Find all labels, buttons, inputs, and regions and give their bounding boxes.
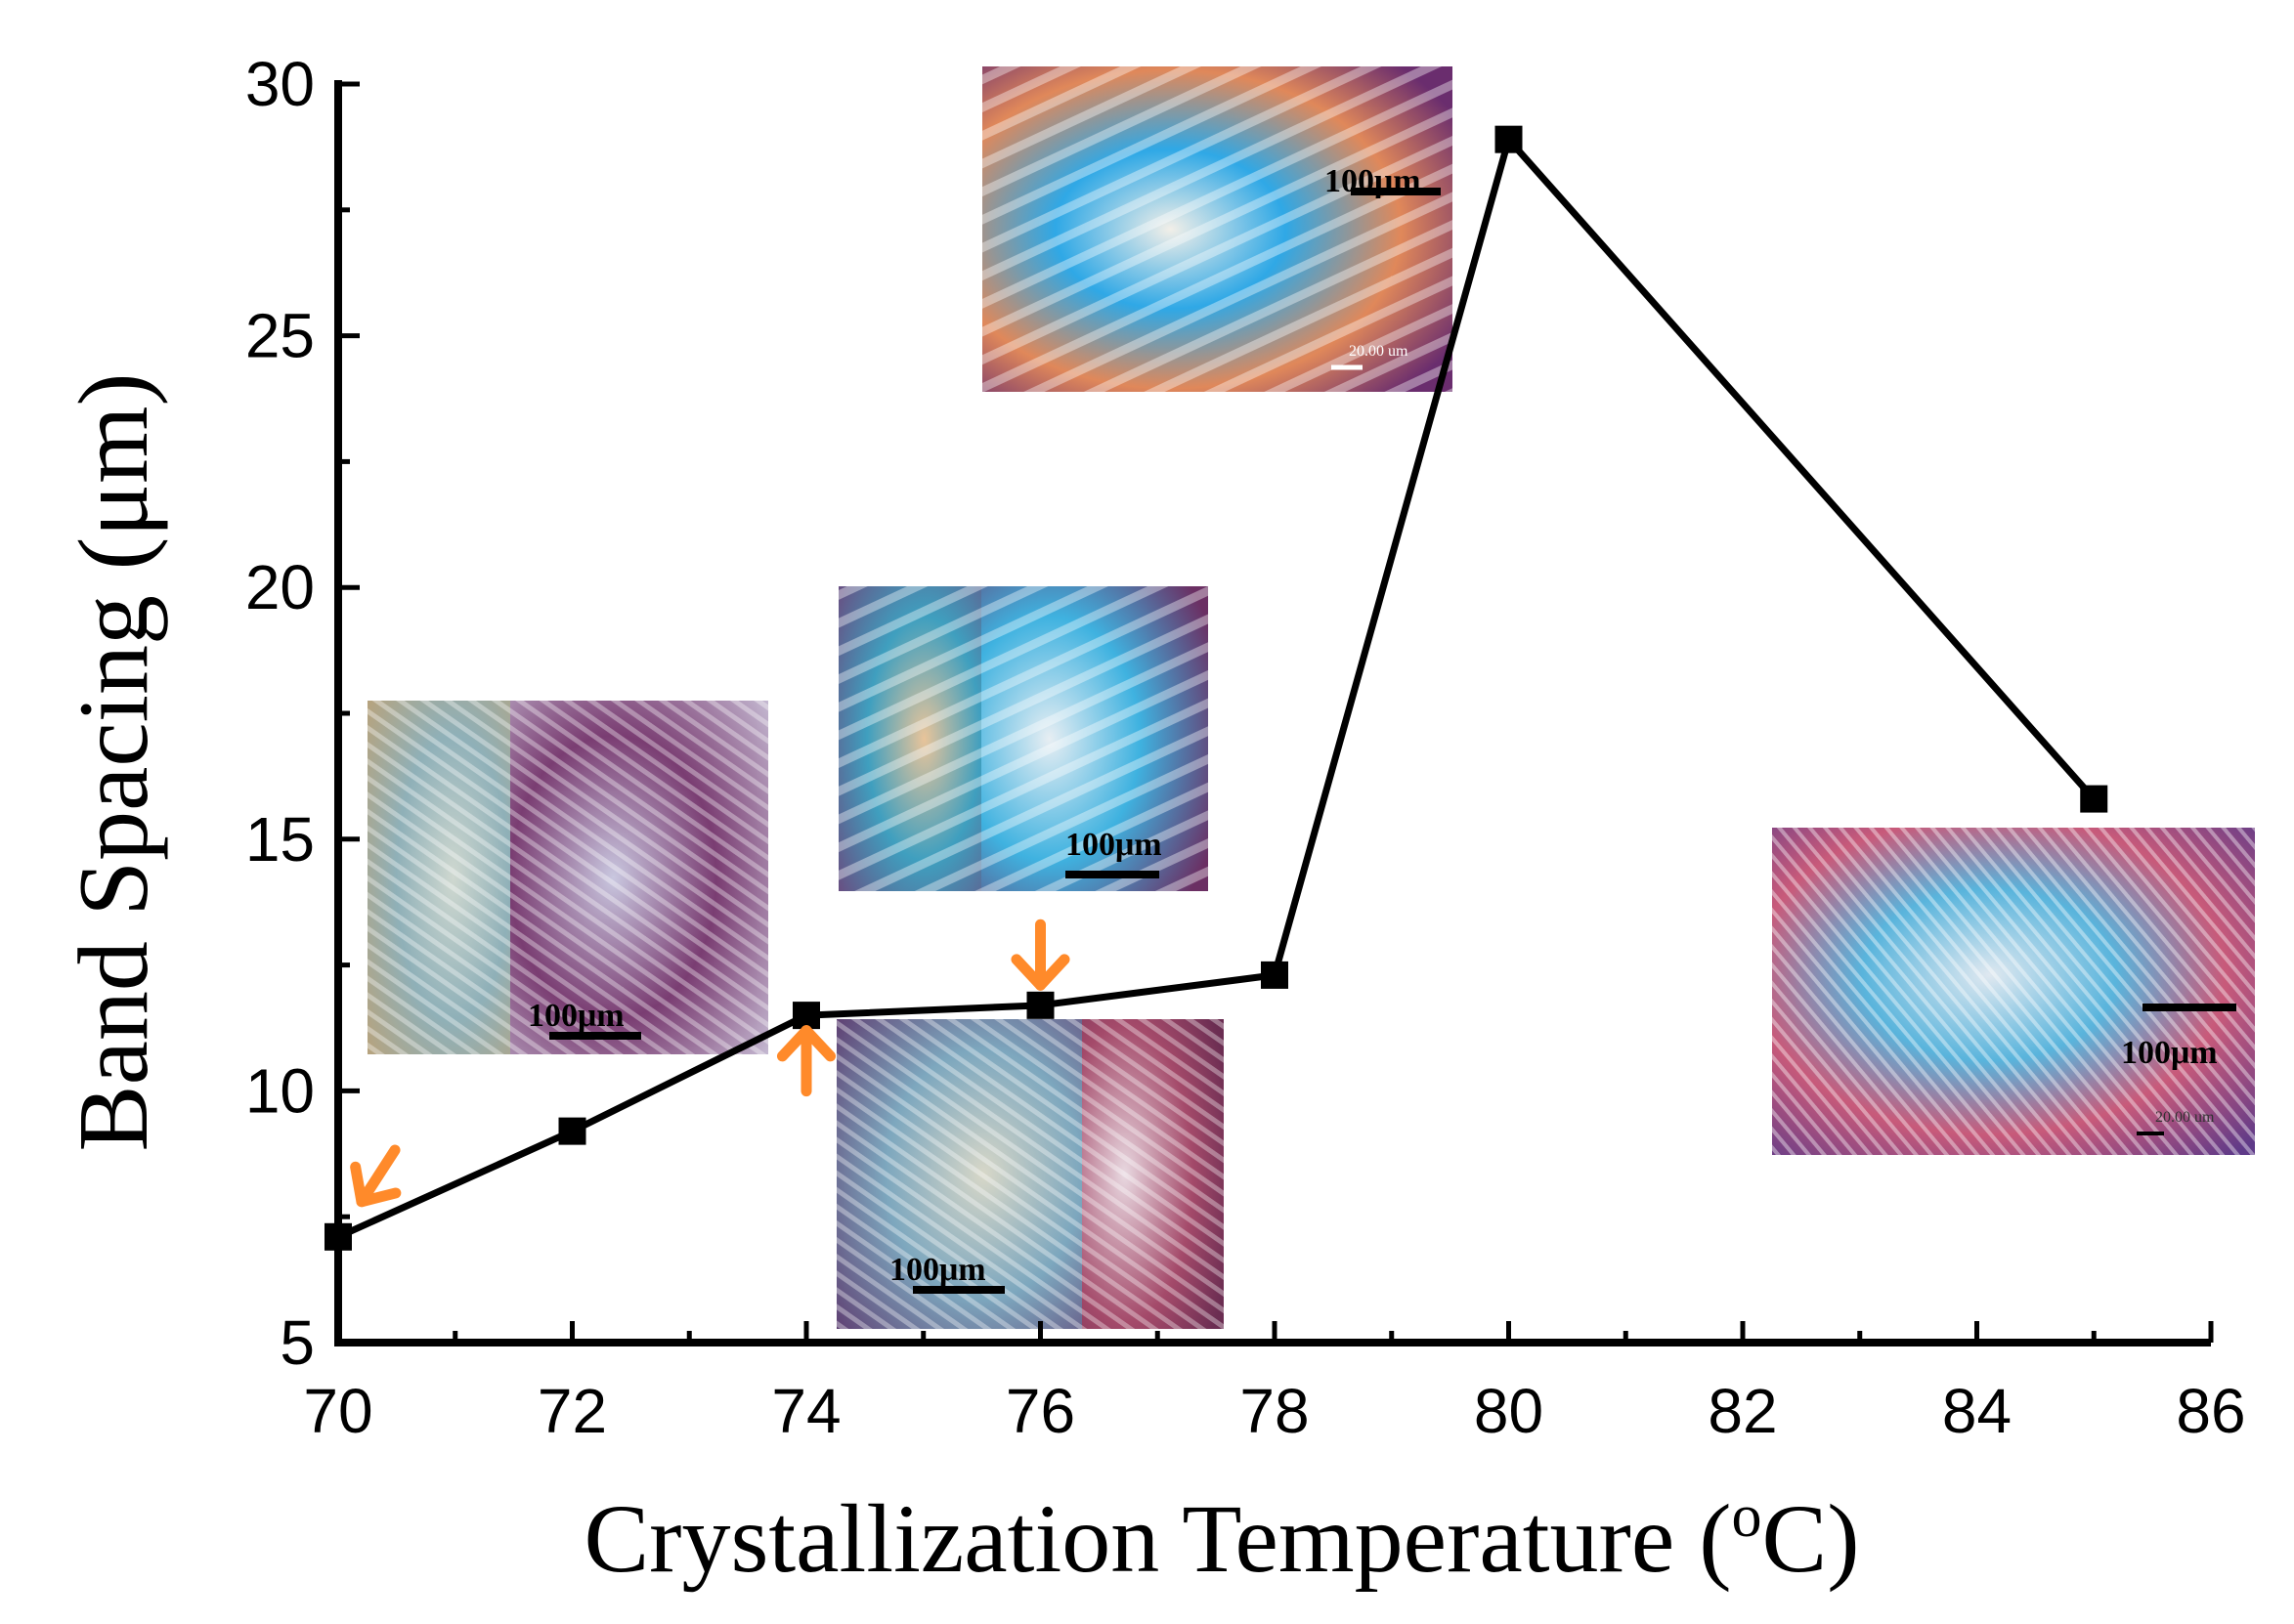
y-tick-label: 5 xyxy=(280,1307,315,1378)
inset-80-scale-label: 100μm xyxy=(1324,163,1421,199)
x-tick-label: 80 xyxy=(1474,1376,1543,1446)
axes: 70 72 74 76 78 80 82 84 86 5 10 15 20 25 30 xyxy=(245,49,2246,1446)
inset-76: 100μm xyxy=(839,586,1208,891)
inset-70-scale-label: 100μm xyxy=(528,998,625,1034)
y-tick-label: 10 xyxy=(245,1055,315,1126)
data-point-80 xyxy=(1494,125,1523,153)
inset-85-scale-label: 100μm xyxy=(2121,1035,2218,1071)
inset-85: 100μm 20.00 um xyxy=(1772,828,2255,1155)
arrow-layer xyxy=(350,919,1070,1208)
x-tick-label: 70 xyxy=(303,1376,372,1446)
y-tick-label: 30 xyxy=(245,49,315,119)
x-tick-label: 72 xyxy=(538,1376,607,1446)
annotation-arrow-2 xyxy=(776,1025,837,1097)
inset-70: 100μm xyxy=(368,701,768,1054)
x-tick-label: 76 xyxy=(1006,1376,1075,1446)
x-tick-label: 74 xyxy=(771,1376,841,1446)
inset-74: 100μm xyxy=(837,1019,1224,1329)
data-point-72 xyxy=(558,1117,586,1145)
annotation-arrow-1 xyxy=(350,1144,402,1208)
inset-76-scale-label: 100μm xyxy=(1065,827,1162,863)
x-axis-title-end: C) xyxy=(1762,1484,1860,1593)
x-axis-title-main: Crystallization Temperature ( xyxy=(584,1484,1731,1593)
x-axis-title: Crystallization Temperature (oC) xyxy=(584,1483,1859,1593)
x-tick-label: 78 xyxy=(1239,1376,1309,1446)
y-tick-label: 15 xyxy=(245,804,315,875)
x-tick-label: 84 xyxy=(1942,1376,2012,1446)
annotation-arrow-3 xyxy=(1011,919,1070,991)
inset-85-secondary-label: 20.00 um xyxy=(2155,1109,2215,1126)
y-tick-label: 20 xyxy=(245,552,315,622)
inset-74-scale-label: 100μm xyxy=(889,1252,986,1288)
y-tick-label: 25 xyxy=(245,301,315,371)
inset-80-secondary-label: 20.00 um xyxy=(1349,343,1408,360)
inset-80: 100μm 20.00 um xyxy=(982,66,1452,392)
data-point-85 xyxy=(2080,785,2108,813)
data-point-70 xyxy=(325,1222,352,1251)
data-point-78 xyxy=(1261,961,1288,989)
x-tick-label: 82 xyxy=(1708,1376,1777,1446)
data-point-74 xyxy=(793,1002,820,1030)
y-axis-title: Band Spacing (μm) xyxy=(59,373,169,1152)
x-axis-title-sup: o xyxy=(1732,1483,1762,1550)
x-tick-label: 86 xyxy=(2176,1376,2245,1446)
series-layer xyxy=(325,125,2108,1251)
data-point-76 xyxy=(1026,991,1055,1019)
